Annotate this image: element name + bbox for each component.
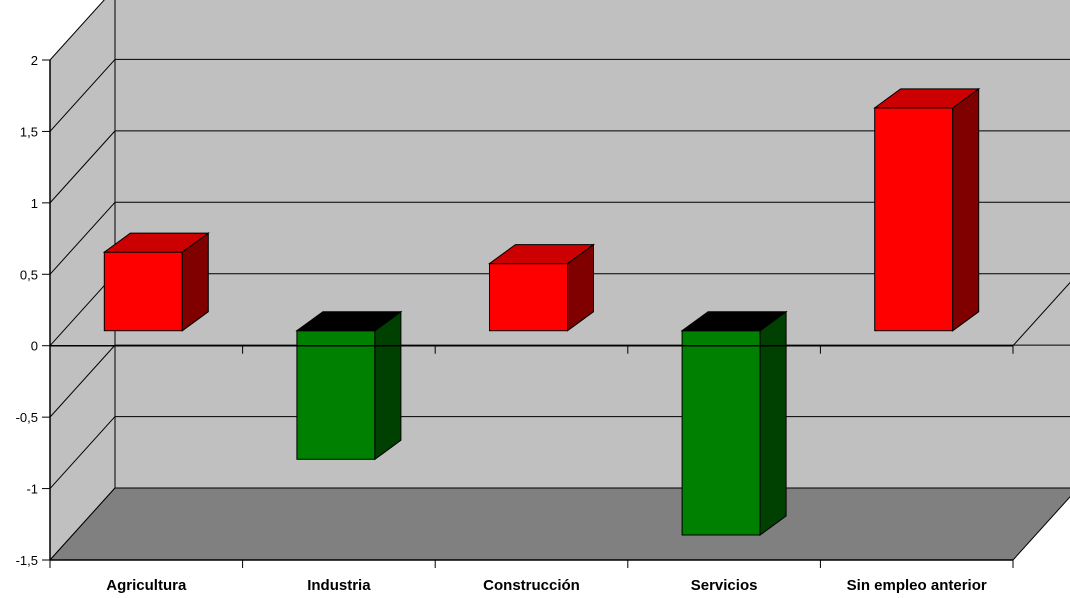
x-axis: Agricultura Industria Construcción Servicio… <box>49 281 1070 594</box>
bar-top <box>102 232 210 253</box>
bar <box>102 232 210 332</box>
bar-front <box>489 263 568 332</box>
bars <box>102 87 981 536</box>
gridline-side <box>49 416 116 489</box>
gridline-side <box>49 130 116 204</box>
y-tick-label: 1 <box>31 196 38 211</box>
x-tick-label: Agricultura <box>106 577 187 594</box>
bar-front <box>681 330 761 536</box>
gridline-side <box>49 344 116 418</box>
x-tick-label: Construcción <box>483 577 580 594</box>
bar-front <box>296 330 376 460</box>
gridline-side <box>49 201 116 275</box>
bar <box>295 310 403 461</box>
bar-top <box>680 311 788 332</box>
bar <box>873 87 981 332</box>
x-tick-label: Sin empleo anterior <box>847 577 987 594</box>
bar <box>487 243 596 332</box>
bar-front <box>103 251 183 332</box>
y-tick-label: -1,5 <box>16 553 38 568</box>
bar-top <box>295 311 403 332</box>
gridline-side <box>49 59 116 132</box>
bar-top <box>487 244 596 265</box>
x-tick-label: Servicios <box>691 577 758 594</box>
bar-side <box>374 310 402 461</box>
y-axis: 2 1,5 1 0,5 0 -0,5 -1 -1,5 <box>16 53 51 568</box>
bar-top <box>873 88 981 109</box>
y-tick-label: 1,5 <box>20 124 38 139</box>
y-tick-label: 0 <box>31 339 38 354</box>
bar-front <box>874 107 954 332</box>
bar-side <box>952 87 980 332</box>
floor <box>48 487 1070 561</box>
x-tick-label: Industria <box>307 577 371 594</box>
zero-line-depth <box>1012 281 1070 347</box>
y-tick-label: -1 <box>26 482 38 497</box>
y-tick-label: 2 <box>31 53 38 68</box>
y-tick-label: -0,5 <box>16 410 38 425</box>
y-tick-label: 0,5 <box>20 267 38 282</box>
bar <box>680 310 788 536</box>
